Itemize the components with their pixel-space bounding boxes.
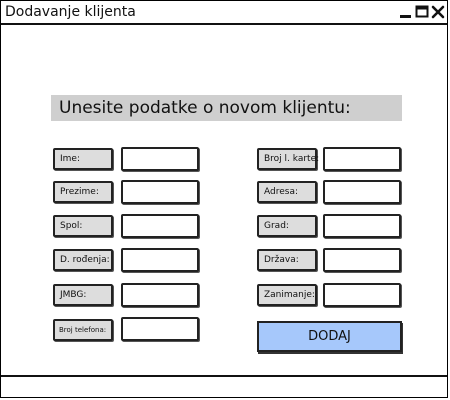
input-grad[interactable] bbox=[323, 214, 401, 238]
window-title: Dodavanje klijenta bbox=[5, 4, 136, 20]
label-prezime: Prezime: bbox=[53, 181, 113, 203]
input-spol[interactable] bbox=[121, 214, 199, 238]
label-broj-telefona-text: Broj telefona: bbox=[59, 326, 107, 334]
label-grad-text: Grad: bbox=[264, 221, 289, 231]
label-spol-text: Spol: bbox=[60, 221, 83, 231]
status-bar bbox=[1, 375, 447, 397]
label-grad: Grad: bbox=[257, 215, 317, 237]
label-adresa-text: Adresa: bbox=[264, 187, 298, 197]
input-zanimanje[interactable] bbox=[323, 283, 401, 307]
input-datum-rodjenja[interactable] bbox=[121, 248, 199, 272]
label-ime: Ime: bbox=[53, 148, 113, 170]
label-datum-rodjenja: D. rođenja: bbox=[53, 249, 113, 271]
label-jmbg-text: JMBG: bbox=[60, 290, 87, 300]
label-adresa: Adresa: bbox=[257, 181, 317, 203]
label-broj-licne-karte-text: Broj l. karte: bbox=[264, 154, 320, 164]
input-adresa[interactable] bbox=[323, 180, 401, 204]
label-drzava: Država: bbox=[257, 249, 317, 271]
form-heading-bar: Unesite podatke o novom klijentu: bbox=[51, 95, 402, 121]
label-broj-telefona: Broj telefona: bbox=[53, 319, 113, 341]
label-zanimanje: Zanimanje: bbox=[257, 284, 317, 306]
maximize-icon[interactable] bbox=[415, 4, 429, 18]
label-ime-text: Ime: bbox=[60, 154, 80, 164]
label-broj-licne-karte: Broj l. karte: bbox=[257, 148, 320, 170]
label-prezime-text: Prezime: bbox=[60, 187, 99, 197]
minimize-icon[interactable] bbox=[399, 4, 413, 18]
label-spol: Spol: bbox=[53, 215, 113, 237]
form-heading: Unesite podatke o novom klijentu: bbox=[59, 98, 351, 118]
input-jmbg[interactable] bbox=[121, 283, 199, 307]
label-datum-rodjenja-text: D. rođenja: bbox=[60, 255, 110, 265]
label-drzava-text: Država: bbox=[264, 255, 299, 265]
label-zanimanje-text: Zanimanje: bbox=[264, 290, 315, 300]
title-bar: Dodavanje klijenta bbox=[1, 1, 447, 25]
add-client-button[interactable]: DODAJ bbox=[257, 321, 402, 352]
input-drzava[interactable] bbox=[323, 248, 401, 272]
close-icon[interactable] bbox=[431, 4, 445, 19]
input-ime[interactable] bbox=[121, 147, 199, 171]
label-jmbg: JMBG: bbox=[53, 284, 113, 306]
input-prezime[interactable] bbox=[121, 180, 199, 204]
input-broj-telefona[interactable] bbox=[121, 317, 199, 341]
input-broj-licne-karte[interactable] bbox=[323, 147, 401, 171]
